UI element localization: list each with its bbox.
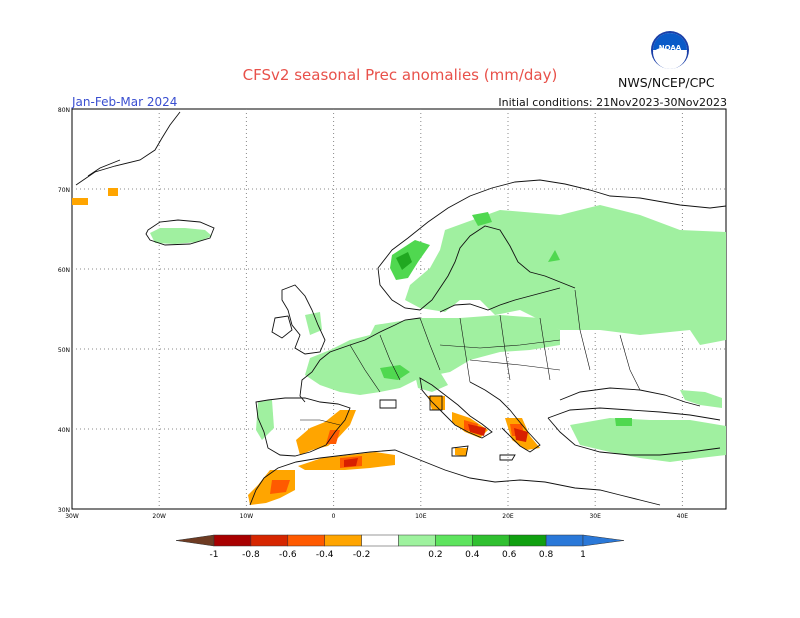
legend-tick-label: -1 bbox=[210, 550, 219, 560]
organization-label: NWS/NCEP/CPC bbox=[618, 75, 715, 90]
legend-tick-label: 0.6 bbox=[502, 550, 517, 560]
lon-label: 20W bbox=[152, 513, 166, 520]
legend-tick-label: -0.6 bbox=[279, 550, 297, 560]
iceland-dry-b bbox=[108, 188, 118, 196]
lon-label: 0 bbox=[332, 513, 336, 520]
sweden-strong bbox=[472, 212, 492, 226]
lat-label: 60N bbox=[58, 267, 70, 274]
legend-swatch bbox=[545, 534, 584, 547]
lat-label: 80N bbox=[58, 107, 70, 114]
lat-label: 40N bbox=[58, 427, 70, 434]
legend-swatch bbox=[361, 534, 399, 547]
lat-label: 30N bbox=[58, 507, 70, 514]
legend-bar bbox=[175, 534, 625, 547]
north-africa-coast bbox=[249, 449, 661, 506]
legend-tick-label: -0.4 bbox=[316, 550, 334, 560]
legend-swatch bbox=[398, 534, 436, 547]
baltic-coast bbox=[439, 287, 561, 313]
iberia-nw-wet bbox=[256, 400, 274, 440]
legend-tick-label: 0.2 bbox=[428, 550, 442, 560]
strongest-negative-shading bbox=[344, 424, 528, 467]
scandinavia-wet bbox=[405, 205, 726, 345]
legend-swatch bbox=[324, 534, 362, 547]
legend-arrow-left bbox=[175, 534, 215, 547]
map-title: CFSv2 seasonal Prec anomalies (mm/day) bbox=[242, 66, 558, 84]
initial-conditions: Initial conditions: 21Nov2023-30Nov2023 bbox=[498, 96, 727, 109]
lon-label: 30E bbox=[589, 513, 601, 520]
italy-coast bbox=[419, 377, 493, 439]
legend-swatch bbox=[213, 534, 252, 547]
alps-strong bbox=[380, 365, 410, 380]
islands bbox=[379, 395, 516, 461]
legend-tick-labels: -1 -0.8 -0.6 -0.4 -0.2 0.2 0.4 0.6 0.8 1 bbox=[210, 550, 586, 560]
balkans-coast bbox=[469, 381, 541, 453]
caucasus-wet bbox=[680, 390, 722, 408]
noaa-logo-icon: NOAA bbox=[650, 30, 690, 74]
legend-swatch bbox=[250, 534, 289, 547]
iceland-wet bbox=[150, 228, 212, 244]
borders bbox=[300, 289, 641, 426]
coastlines bbox=[75, 111, 727, 506]
finland-strong bbox=[548, 250, 560, 262]
legend-swatch bbox=[508, 534, 547, 547]
lon-label: 20E bbox=[502, 513, 514, 520]
legend-tick-label: 0.4 bbox=[465, 550, 480, 560]
norway-darkest-shading bbox=[396, 252, 412, 270]
legend-tick-label: 0.8 bbox=[539, 550, 554, 560]
noaa-logo-text: NOAA bbox=[659, 44, 682, 52]
iceland-sw-dry bbox=[72, 198, 88, 205]
legend-tick-label: -0.8 bbox=[242, 550, 260, 560]
legend-arrow-right bbox=[582, 534, 625, 547]
legend-swatch bbox=[287, 534, 325, 547]
iceland-coast bbox=[145, 219, 215, 246]
lon-label: 10E bbox=[415, 513, 427, 520]
lat-label: 50N bbox=[58, 347, 70, 354]
sardinia-dry bbox=[428, 396, 445, 410]
legend-tick-label: 1 bbox=[580, 550, 586, 560]
lat-label: 70N bbox=[58, 187, 70, 194]
turkey-coast bbox=[547, 407, 721, 456]
legend-tick-label: -0.2 bbox=[353, 550, 371, 560]
lon-label: 30W bbox=[65, 513, 79, 520]
british-coast bbox=[271, 284, 326, 355]
turkey-strong bbox=[615, 418, 632, 426]
greenland-coast bbox=[75, 111, 181, 186]
turkey-wet bbox=[570, 418, 726, 462]
italy-north-wet bbox=[415, 372, 448, 392]
sicily-dry bbox=[455, 448, 468, 456]
forecast-period: Jan-Feb-Mar 2024 bbox=[72, 95, 178, 109]
legend-swatch bbox=[472, 534, 510, 547]
eastern-spain-dry bbox=[296, 410, 356, 455]
iberia-coast bbox=[255, 397, 351, 457]
scandinavia-coast bbox=[377, 179, 727, 311]
legend-swatch bbox=[435, 534, 473, 547]
lon-label: 40E bbox=[677, 513, 689, 520]
ireland-wet bbox=[305, 312, 322, 335]
lon-label: 10W bbox=[240, 513, 254, 520]
